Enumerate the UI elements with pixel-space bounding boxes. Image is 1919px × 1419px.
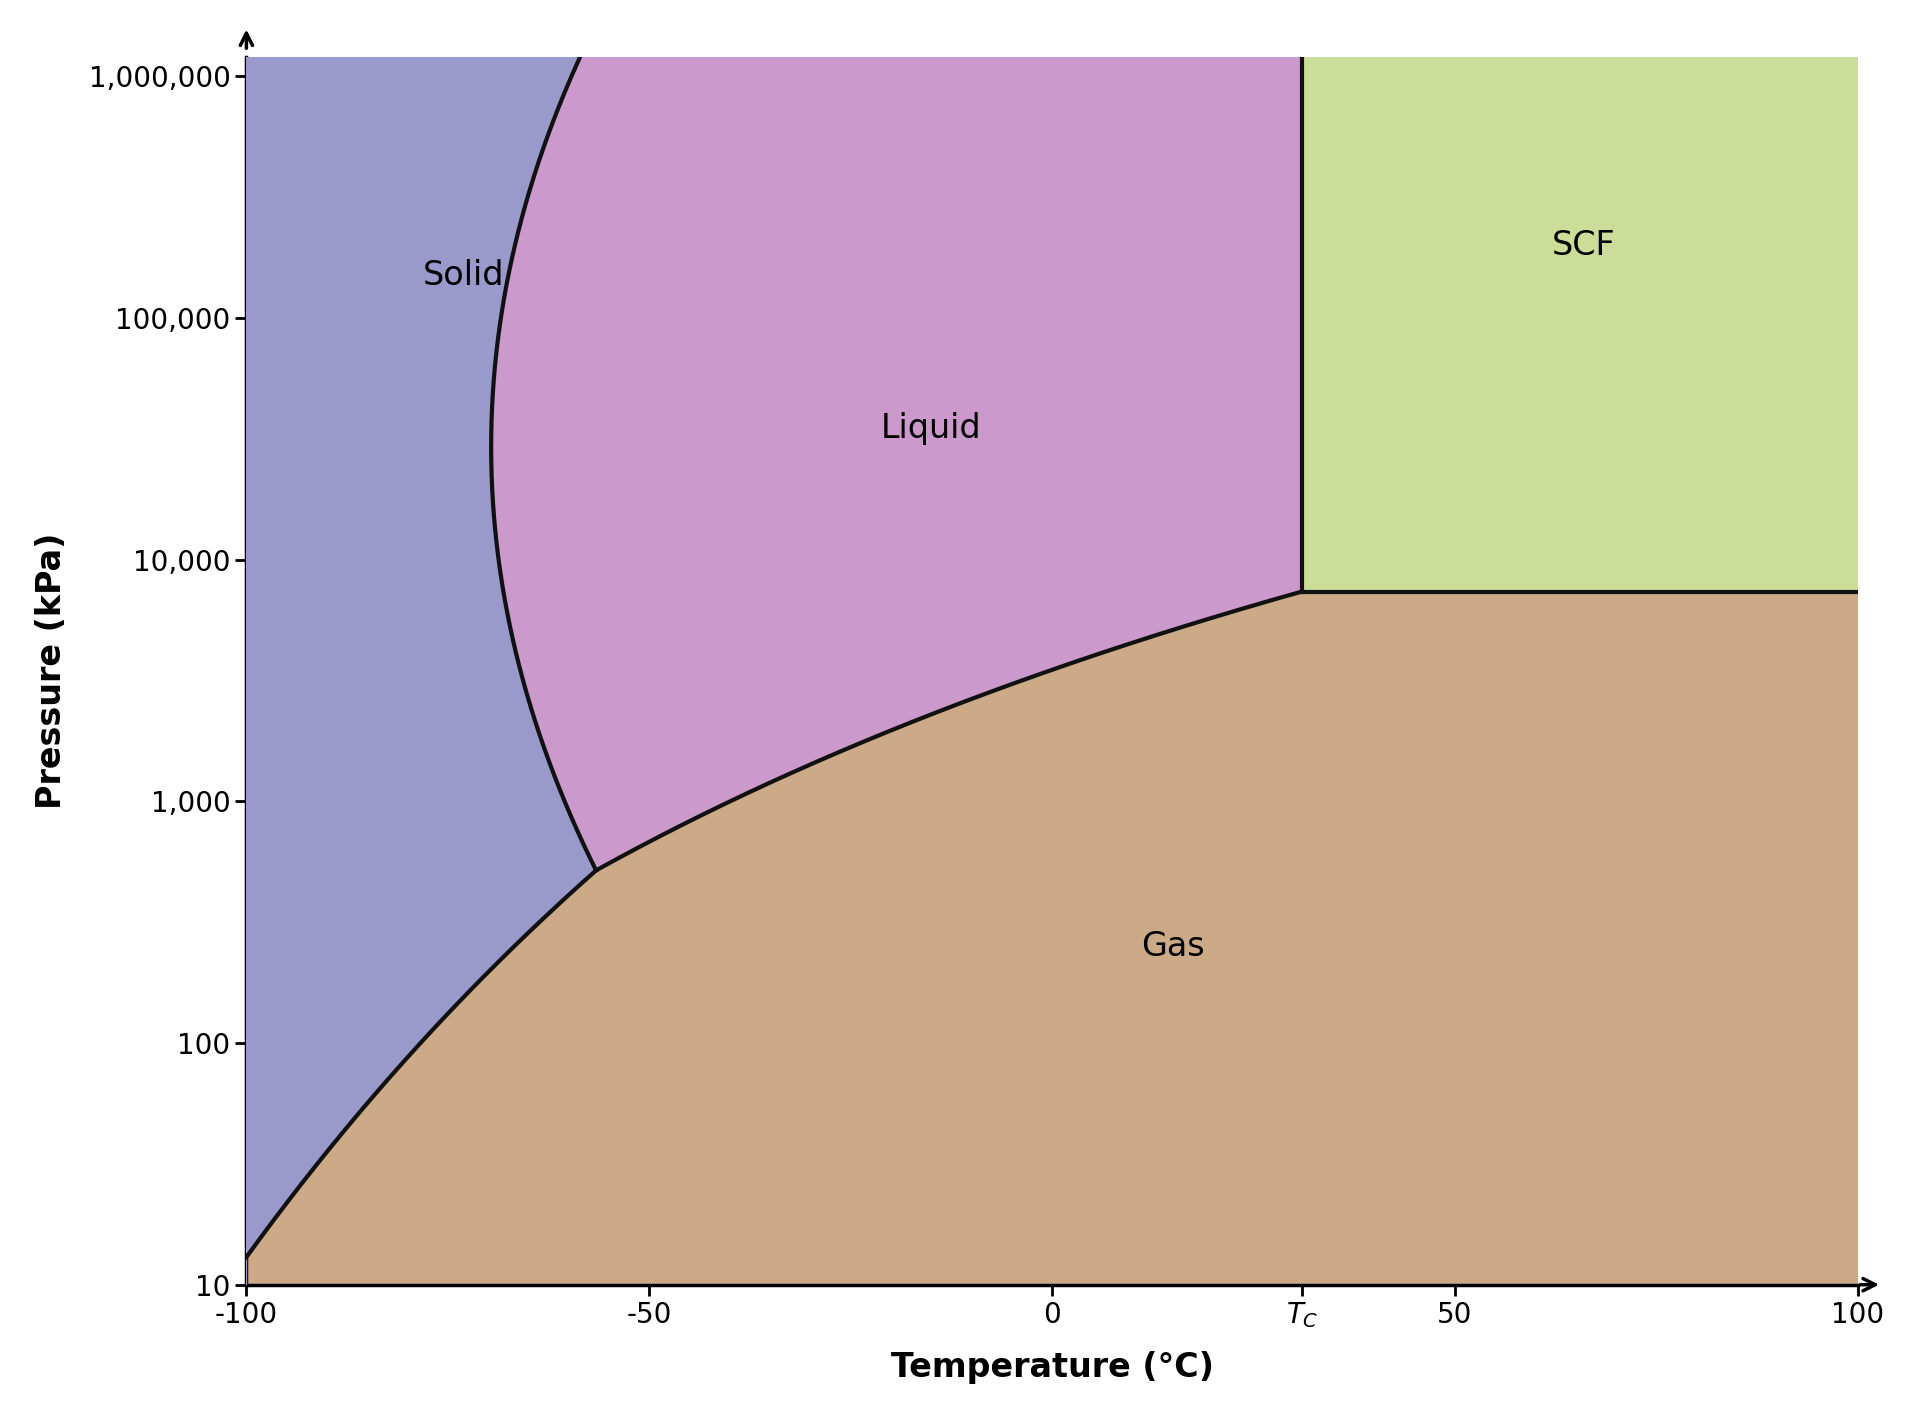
Text: Liquid: Liquid [881, 412, 981, 444]
Text: Solid: Solid [424, 260, 505, 292]
Text: SCF: SCF [1552, 228, 1616, 261]
Polygon shape [246, 57, 597, 1284]
Polygon shape [1301, 57, 1858, 592]
Polygon shape [246, 592, 1858, 1284]
Y-axis label: Pressure (kPa): Pressure (kPa) [35, 532, 67, 809]
Polygon shape [491, 57, 1301, 870]
X-axis label: Temperature (°C): Temperature (°C) [890, 1351, 1213, 1385]
Text: Gas: Gas [1142, 931, 1205, 964]
